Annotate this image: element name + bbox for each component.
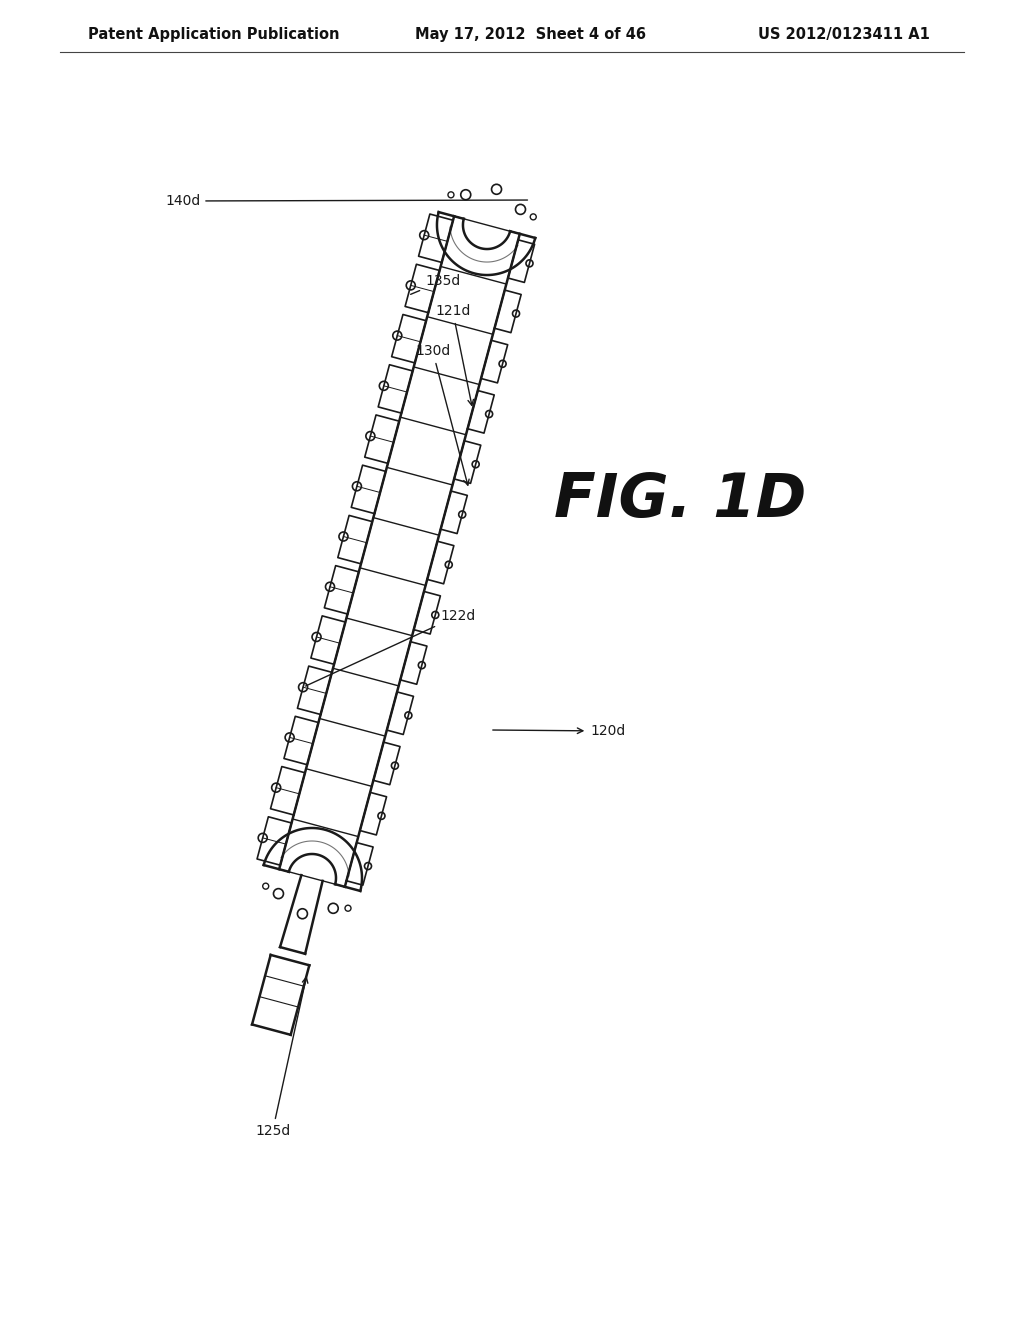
Text: US 2012/0123411 A1: US 2012/0123411 A1 xyxy=(758,28,930,42)
Text: FIG. 1D: FIG. 1D xyxy=(554,470,806,529)
Text: 140d: 140d xyxy=(165,194,527,209)
Text: 122d: 122d xyxy=(305,609,475,686)
Text: 130d: 130d xyxy=(415,345,469,486)
Text: 120d: 120d xyxy=(493,723,626,738)
Text: May 17, 2012  Sheet 4 of 46: May 17, 2012 Sheet 4 of 46 xyxy=(415,28,646,42)
Text: 135d: 135d xyxy=(411,275,460,294)
Text: 125d: 125d xyxy=(255,977,308,1138)
Text: Patent Application Publication: Patent Application Publication xyxy=(88,28,340,42)
Text: 121d: 121d xyxy=(435,304,473,405)
